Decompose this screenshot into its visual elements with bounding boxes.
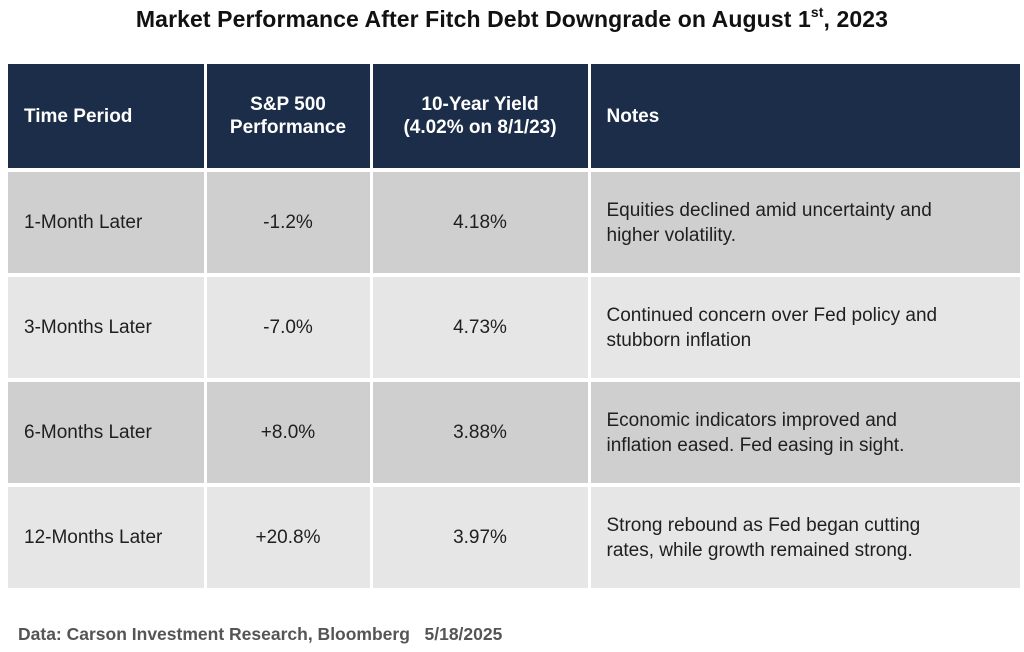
cell-notes-line2: rates, while growth remained strong. — [606, 539, 913, 561]
chart-title-tail: , 2023 — [823, 6, 889, 32]
cell-notes: Strong rebound as Fed began cutting rate… — [589, 483, 1020, 588]
cell-sp500: +20.8% — [205, 483, 373, 588]
performance-table: Time Period S&P 500 Performance 10-Year … — [8, 64, 1020, 588]
chart-title-main: Market Performance After Fitch Debt Down… — [135, 6, 811, 32]
cell-period: 6-Months Later — [8, 378, 207, 485]
cell-notes-line2: higher volatility. — [606, 224, 737, 246]
cell-period: 3-Months Later — [8, 273, 207, 380]
header-notes: Notes — [589, 64, 1020, 170]
header-sp500-line2: Performance — [229, 117, 347, 138]
header-time-period-label: Time Period — [24, 105, 133, 127]
table-row: 3-Months Later -7.0% 4.73% Continued con… — [8, 273, 1020, 380]
cell-notes-line1: Economic indicators improved and — [606, 409, 897, 431]
chart-title-superscript: st — [810, 4, 824, 20]
cell-notes-line1: Equities declined amid uncertainty and — [606, 199, 932, 221]
header-yield: 10-Year Yield (4.02% on 8/1/23) — [371, 64, 591, 170]
cell-notes: Economic indicators improved and inflati… — [589, 378, 1020, 485]
source-note: Data: Carson Investment Research, Bloomb… — [18, 624, 503, 644]
table-row: 6-Months Later +8.0% 3.88% Economic indi… — [8, 378, 1020, 485]
cell-notes-line2: inflation eased. Fed easing in sight. — [606, 434, 905, 456]
header-yield-line2: (4.02% on 8/1/23) — [403, 117, 557, 138]
cell-yield: 4.18% — [371, 168, 591, 275]
chart-title: Market Performance After Fitch Debt Down… — [0, 4, 1024, 33]
cell-notes: Continued concern over Fed policy and st… — [589, 273, 1020, 380]
cell-sp500: -1.2% — [205, 168, 373, 275]
cell-sp500: +8.0% — [205, 378, 373, 485]
cell-notes-line2: stubborn inflation — [606, 329, 752, 351]
header-sp500: S&P 500 Performance — [205, 64, 373, 170]
header-sp500-line1: S&P 500 — [250, 94, 326, 115]
table-row: 1-Month Later -1.2% 4.18% Equities decli… — [8, 168, 1020, 275]
header-yield-line1: 10-Year Yield — [421, 94, 539, 115]
cell-notes-line1: Continued concern over Fed policy and — [606, 304, 938, 326]
cell-sp500: -7.0% — [205, 273, 373, 380]
cell-period: 1-Month Later — [8, 168, 207, 275]
header-time-period: Time Period — [8, 64, 207, 170]
cell-notes: Equities declined amid uncertainty and h… — [589, 168, 1020, 275]
cell-period: 12-Months Later — [8, 483, 207, 588]
cell-yield: 3.97% — [371, 483, 591, 588]
cell-notes-line1: Strong rebound as Fed began cutting — [606, 514, 921, 536]
cell-yield: 4.73% — [371, 273, 591, 380]
header-notes-label: Notes — [606, 105, 660, 127]
table-header-row: Time Period S&P 500 Performance 10-Year … — [8, 64, 1020, 170]
cell-yield: 3.88% — [371, 378, 591, 485]
table-row: 12-Months Later +20.8% 3.97% Strong rebo… — [8, 483, 1020, 588]
